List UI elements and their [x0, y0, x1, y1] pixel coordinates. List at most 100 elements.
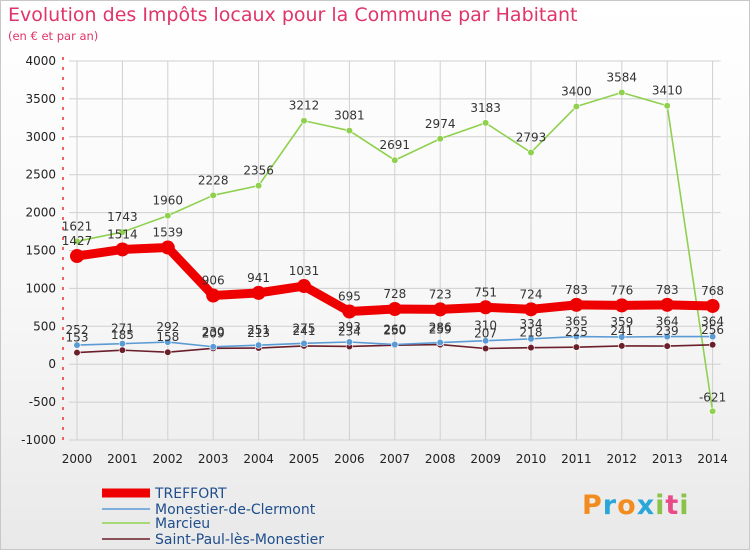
- axes: 4000 3500 3000 2500 2000 1500 1000 500 0 -500 -100…: [21, 54, 728, 466]
- y-tick-label: 1000: [25, 281, 56, 295]
- y-tick-label: 500: [33, 319, 56, 333]
- x-tick-label: 2005: [289, 452, 320, 466]
- data-label: 3212: [289, 99, 320, 113]
- data-point: [206, 288, 221, 303]
- data-label: 2228: [198, 173, 229, 187]
- data-label: 1427: [62, 234, 93, 248]
- logo-letter: r: [602, 490, 618, 521]
- data-label: 256: [701, 323, 724, 337]
- data-point: [436, 135, 444, 143]
- legend-label: Marcieu: [155, 516, 210, 532]
- logo-letter: i: [679, 490, 690, 521]
- x-tick-label: 2002: [153, 452, 184, 466]
- data-point: [527, 148, 535, 157]
- data-label: 695: [338, 290, 361, 304]
- data-point: [118, 340, 126, 348]
- data-point: [300, 339, 308, 347]
- x-tick-label: 2011: [561, 452, 592, 466]
- logo-letter: x: [636, 490, 656, 521]
- data-point: [433, 302, 448, 317]
- data-label: 1031: [289, 264, 320, 278]
- data-point: [118, 346, 126, 354]
- data-point: [482, 344, 490, 353]
- data-label: 259: [429, 323, 452, 337]
- data-label: 1960: [153, 194, 184, 208]
- x-tick-label: 2003: [198, 452, 229, 466]
- data-point: [618, 342, 626, 350]
- y-tick-label: -1000: [21, 433, 56, 447]
- data-label: 1621: [62, 219, 93, 233]
- data-point: [705, 298, 720, 313]
- data-label: 2974: [425, 117, 456, 131]
- data-label: 241: [293, 324, 316, 338]
- data-label: 185: [111, 328, 134, 342]
- data-point: [660, 297, 675, 312]
- data-point: [209, 343, 217, 351]
- data-labels: 1427 1514 1539 906 941 1031 695 728 723 751 724 783…: [62, 71, 726, 405]
- data-label: 334: [520, 317, 543, 331]
- data-label: 724: [520, 287, 543, 301]
- y-tick-label: 3000: [25, 130, 56, 144]
- data-label: 2691: [380, 138, 411, 152]
- legend-label: TREFFORT: [154, 486, 227, 502]
- data-label: 2356: [243, 164, 274, 178]
- data-label: 153: [66, 331, 89, 345]
- data-point: [527, 335, 535, 343]
- data-label: 751: [474, 285, 497, 299]
- data-point: [663, 333, 671, 341]
- y-tick-label: 2000: [25, 206, 56, 220]
- data-point: [255, 341, 263, 349]
- data-point: [209, 191, 217, 199]
- y-tick-label: 1500: [25, 244, 56, 258]
- data-label: 209: [202, 326, 225, 340]
- data-point: [663, 102, 671, 110]
- data-point: [478, 300, 493, 315]
- x-tick-label: 2012: [607, 452, 638, 466]
- x-tick-label: 2010: [516, 452, 547, 466]
- data-label: 310: [474, 319, 497, 333]
- data-point: [569, 297, 584, 312]
- data-point: [160, 240, 175, 255]
- data-label: 207: [474, 327, 497, 341]
- data-label: 158: [156, 330, 179, 344]
- data-point: [708, 333, 717, 341]
- data-point: [251, 285, 266, 300]
- x-tick-label: 2014: [697, 452, 728, 466]
- data-point: [70, 249, 84, 264]
- data-point: [482, 119, 490, 127]
- data-label: 239: [656, 324, 679, 338]
- data-label: 292: [156, 320, 179, 334]
- data-point: [73, 341, 81, 349]
- data-label: 359: [610, 315, 633, 329]
- data-label: 218: [520, 326, 543, 340]
- logo-letter: t: [665, 490, 680, 521]
- grid: [69, 60, 721, 441]
- logo-letter: i: [655, 490, 666, 521]
- data-point: [618, 88, 626, 97]
- data-label: 275: [293, 321, 316, 335]
- data-label: 241: [610, 324, 633, 338]
- data-point: [73, 349, 81, 357]
- x-tick-label: 2007: [380, 452, 411, 466]
- data-label: 2793: [516, 130, 547, 144]
- x-tick-label: 2006: [334, 452, 365, 466]
- data-point: [345, 338, 354, 346]
- series: [70, 88, 720, 415]
- data-point: [391, 340, 399, 349]
- logo-letter: o: [617, 490, 637, 521]
- data-point: [73, 237, 81, 245]
- data-point: [255, 182, 263, 190]
- data-label: 364: [701, 315, 724, 329]
- data-label: 364: [656, 315, 679, 329]
- data-point: [614, 298, 629, 313]
- data-label: 3410: [652, 84, 683, 98]
- y-tick-label: 3500: [25, 92, 56, 106]
- data-label: 286: [429, 321, 452, 335]
- data-point: [391, 156, 399, 164]
- y-tick-label: 4000: [25, 54, 56, 68]
- data-point: [115, 242, 130, 257]
- data-label: 3584: [607, 71, 638, 85]
- data-label: 213: [247, 326, 270, 340]
- x-tick-label: 2008: [425, 452, 456, 466]
